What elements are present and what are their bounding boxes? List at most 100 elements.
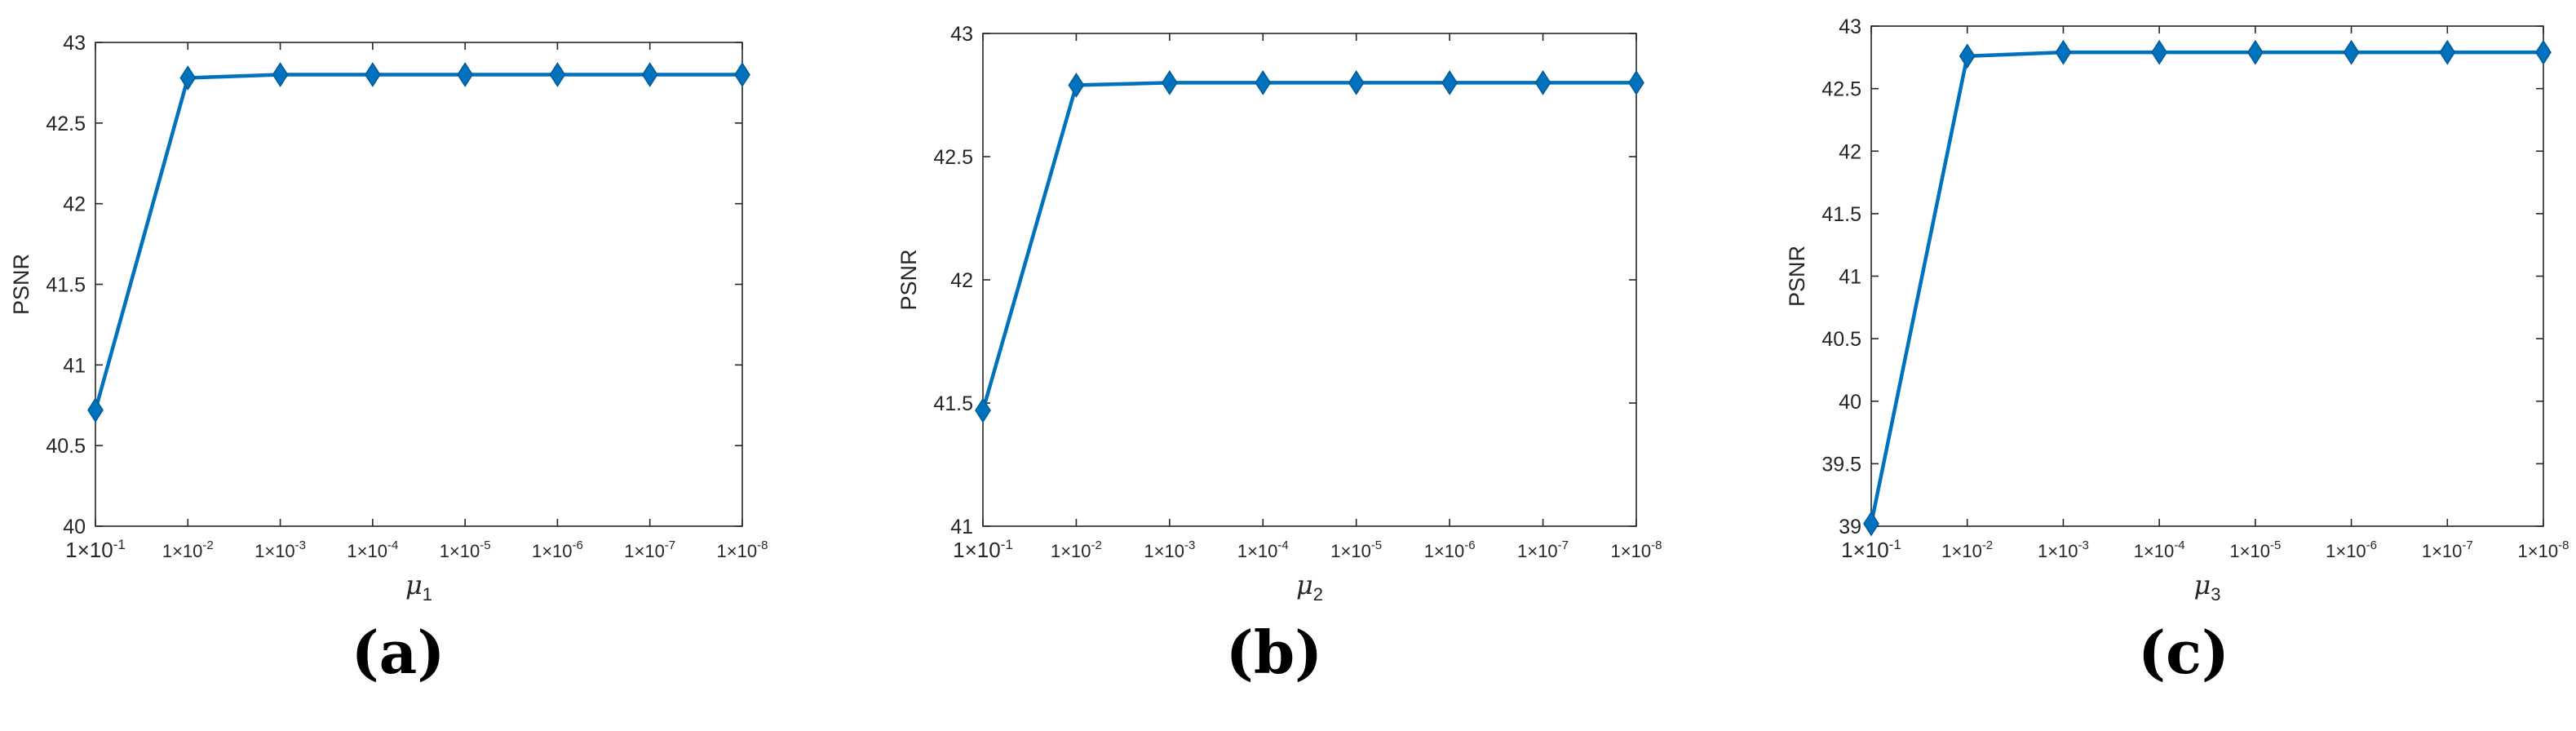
y-tick-label: 43 [1839, 16, 1861, 38]
data-point-marker [1534, 70, 1551, 95]
x-tick-label: 1×10-8 [2518, 538, 2569, 561]
series-line [980, 81, 1636, 411]
data-point-marker [975, 397, 991, 423]
x-tick-label: 1×10-4 [1237, 538, 1289, 561]
data-point-marker [2343, 39, 2360, 65]
x-tick-label-base: 1×10 [717, 541, 758, 561]
x-tick-label-base: 1×10 [1517, 541, 1558, 561]
x-tick-label-exponent: -7 [1558, 538, 1569, 552]
x-tick-label-exponent: -3 [295, 538, 306, 552]
x-tick-label: 1×10-1 [953, 537, 1013, 562]
data-point-marker [1348, 70, 1365, 95]
x-tick-label-exponent: -4 [1277, 538, 1288, 552]
x-tick-label: 1×10-6 [2326, 538, 2377, 561]
data-point-marker [734, 62, 750, 87]
x-tick-label-base: 1×10 [2422, 541, 2463, 561]
x-tick-label-exponent: -4 [387, 538, 398, 552]
x-axis-label: μ1 [405, 569, 432, 605]
x-tick-label-exponent: -8 [757, 538, 768, 552]
x-tick-label: 1×10-7 [624, 538, 675, 561]
y-axis-label: PSNR [9, 254, 33, 315]
data-point-marker [2055, 39, 2072, 65]
x-tick-label: 1×10-3 [1144, 538, 1195, 561]
x-tick-label-base: 1×10 [2326, 541, 2366, 561]
x-tick-label-base: 1×10 [2518, 541, 2559, 561]
x-tick-label-exponent: -6 [573, 538, 583, 552]
x-tick-label: 1×10-6 [1424, 538, 1476, 561]
x-axis-label-symbol: μ [2193, 569, 2211, 600]
y-tick-label: 43 [63, 32, 86, 55]
y-tick-label: 42 [950, 269, 973, 292]
data-point-marker [179, 65, 197, 91]
x-tick-label: 1×10-2 [162, 538, 214, 561]
data-point-marker [549, 62, 566, 87]
data-point-marker [1068, 73, 1085, 98]
x-tick-label-exponent: -5 [1371, 538, 1382, 552]
x-axis-label-symbol: μ [405, 569, 423, 600]
panel-label: (a) [352, 618, 445, 687]
x-tick-label: 1×10-1 [65, 537, 126, 562]
x-tick-label: 1×10-1 [1841, 537, 1901, 562]
x-tick-label-base: 1×10 [1237, 541, 1278, 561]
x-axis-label: μ2 [1296, 569, 1323, 605]
x-tick-label-exponent: -3 [2078, 538, 2089, 552]
x-tick-label: 1×10-3 [2038, 538, 2089, 561]
x-tick-label: 1×10-7 [1517, 538, 1569, 561]
y-tick-label: 40 [1839, 391, 1861, 414]
y-tick-label: 42 [63, 193, 86, 216]
x-tick-label: 1×10-2 [1051, 538, 1102, 561]
y-tick-label: 40.5 [46, 435, 86, 458]
data-point-marker [457, 62, 474, 87]
data-point-marker [272, 62, 289, 87]
plot-area-frame [1870, 25, 2544, 527]
x-tick-label: 1×10-4 [347, 538, 398, 561]
y-tick-label: 40.5 [1821, 328, 1861, 351]
x-tick-label-base: 1×10 [2229, 541, 2270, 561]
x-tick-label: 1×10-5 [440, 538, 491, 561]
x-axis-label: μ3 [2193, 569, 2220, 605]
x-axis-label-subscript: 2 [1313, 584, 1323, 605]
x-tick-label-base: 1×10 [1144, 541, 1184, 561]
x-tick-label-base: 1×10 [1051, 541, 1091, 561]
x-tick-label: 1×10-8 [717, 538, 768, 561]
y-tick-label: 41 [63, 354, 86, 377]
y-axis-label: PSNR [896, 249, 921, 310]
x-tick-label: 1×10-6 [532, 538, 583, 561]
data-point-marker [1863, 511, 1879, 537]
x-tick-label-base: 1×10 [65, 538, 113, 562]
y-tick-label: 39 [1839, 516, 1861, 538]
x-tick-label-exponent: -6 [2366, 538, 2377, 552]
data-point-marker [364, 62, 381, 87]
series-line [93, 73, 742, 411]
data-point-marker [1628, 70, 1644, 95]
x-tick-label-base: 1×10 [1611, 541, 1652, 561]
y-tick-label: 42.5 [46, 113, 86, 135]
y-tick-label: 43 [950, 23, 973, 46]
x-tick-label-base: 1×10 [162, 541, 203, 561]
x-tick-label-exponent: -5 [2270, 538, 2281, 552]
x-tick-label-exponent: -6 [1464, 538, 1475, 552]
y-tick-label: 39.5 [1821, 453, 1861, 476]
data-point-marker [87, 397, 104, 423]
data-point-marker [1441, 70, 1458, 95]
y-tick-label: 41.5 [1821, 203, 1861, 226]
x-tick-label-base: 1×10 [255, 541, 295, 561]
y-tick-label: 42 [1839, 140, 1861, 163]
x-tick-label-base: 1×10 [2038, 541, 2078, 561]
x-tick-label-base: 1×10 [624, 541, 665, 561]
x-tick-label-exponent: -2 [1091, 538, 1102, 552]
panel-label: (c) [2138, 618, 2229, 687]
x-axis-label-subscript: 1 [423, 584, 432, 605]
y-tick-label: 42.5 [1821, 78, 1861, 101]
x-tick-label: 1×10-5 [1330, 538, 1382, 561]
x-tick-label-exponent: -2 [1982, 538, 1993, 552]
y-axis-label: PSNR [1785, 246, 1809, 307]
plot-area-frame [95, 42, 743, 527]
x-tick-label-exponent: -7 [665, 538, 675, 552]
x-axis-label-subscript: 3 [2211, 584, 2220, 605]
x-tick-label-exponent: -1 [113, 537, 126, 552]
x-tick-label-base: 1×10 [1330, 541, 1371, 561]
